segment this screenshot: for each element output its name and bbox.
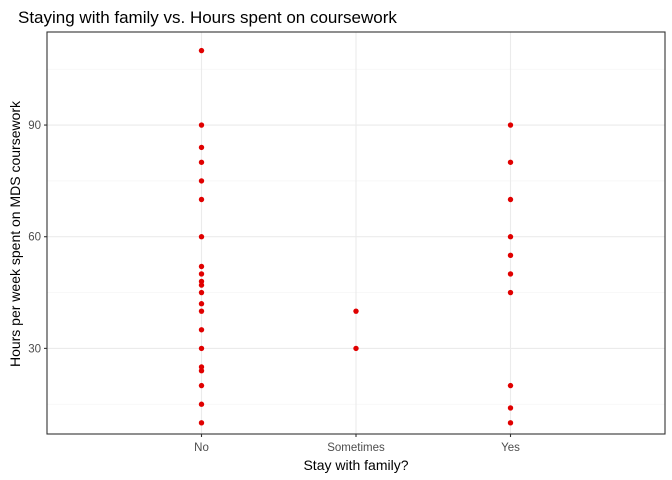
data-point bbox=[353, 308, 359, 314]
x-tick-label: Yes bbox=[501, 442, 520, 454]
data-point bbox=[198, 122, 205, 128]
data-point bbox=[198, 364, 205, 370]
data-point bbox=[198, 196, 205, 203]
data-point bbox=[353, 345, 359, 352]
x-axis-title: Stay with family? bbox=[303, 457, 408, 473]
x-tick-label: Sometimes bbox=[327, 442, 385, 454]
data-point bbox=[198, 289, 205, 296]
x-axis: No Sometimes Yes bbox=[194, 434, 520, 454]
data-point bbox=[198, 178, 205, 184]
data-points bbox=[198, 47, 514, 426]
data-point bbox=[198, 301, 205, 307]
y-tick-label: 60 bbox=[28, 232, 41, 244]
data-point bbox=[198, 401, 205, 407]
y-axis: 30 60 90 bbox=[28, 120, 47, 355]
data-point bbox=[198, 234, 205, 240]
data-point bbox=[507, 252, 514, 259]
data-point bbox=[507, 159, 514, 165]
data-point bbox=[198, 271, 205, 277]
chart-title: Staying with family vs. Hours spent on c… bbox=[18, 8, 397, 27]
data-point bbox=[198, 159, 205, 165]
y-tick-label: 30 bbox=[28, 343, 41, 355]
data-point bbox=[198, 382, 205, 389]
data-point bbox=[198, 263, 205, 270]
data-point bbox=[198, 308, 205, 314]
data-point bbox=[198, 282, 205, 288]
data-point bbox=[198, 345, 205, 352]
data-point bbox=[507, 382, 514, 389]
data-point bbox=[198, 368, 205, 374]
data-point bbox=[507, 196, 514, 203]
data-point bbox=[507, 420, 514, 426]
data-point bbox=[507, 289, 514, 296]
y-axis-title: Hours per week spent on MDS coursework bbox=[7, 100, 23, 367]
data-point bbox=[198, 278, 205, 285]
data-point bbox=[198, 47, 205, 54]
x-tick-label: No bbox=[194, 442, 209, 454]
data-point bbox=[507, 234, 514, 240]
y-tick-label: 90 bbox=[28, 120, 41, 132]
data-point bbox=[507, 271, 514, 277]
data-point bbox=[198, 327, 205, 333]
data-point bbox=[507, 405, 514, 411]
data-point bbox=[198, 144, 205, 151]
data-point bbox=[507, 122, 514, 128]
data-point bbox=[198, 420, 205, 426]
